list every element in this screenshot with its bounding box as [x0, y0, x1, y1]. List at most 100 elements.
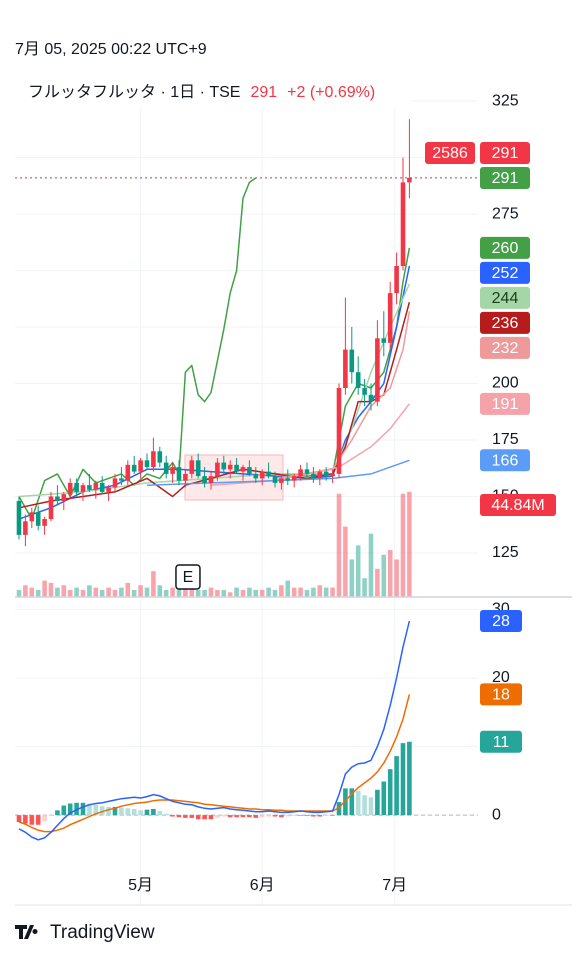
volume-bar	[138, 585, 143, 597]
histogram-bar	[253, 815, 259, 818]
volume-bar	[407, 491, 412, 597]
candle-body	[74, 482, 79, 492]
histogram-bar	[170, 815, 175, 817]
histogram-bar	[215, 815, 220, 818]
histogram-bar	[336, 802, 342, 816]
volume-bar	[29, 587, 35, 597]
volume-bar	[227, 592, 233, 597]
histogram-bar	[67, 803, 73, 816]
y-tick-label: 175	[492, 431, 519, 448]
line-badge: 244	[492, 290, 519, 307]
volume-bar	[157, 585, 163, 597]
volume-bar	[279, 585, 284, 597]
volume-bar	[355, 545, 361, 597]
candle-body	[330, 473, 335, 477]
volume-bar	[183, 585, 188, 597]
histogram-bar	[355, 791, 361, 816]
histogram-bar	[55, 810, 60, 816]
histogram-bar	[227, 815, 233, 818]
histogram-bar	[266, 815, 271, 817]
volume-bar	[311, 587, 316, 597]
histogram-bar	[189, 815, 195, 818]
volume-bar	[221, 589, 227, 597]
histogram-bar	[375, 789, 380, 816]
volume-bar	[336, 493, 342, 597]
candle-body	[93, 482, 99, 490]
candle-body	[106, 487, 111, 492]
histogram-bar	[99, 806, 105, 816]
line-badge: 166	[492, 453, 519, 470]
histogram-bar	[304, 815, 310, 816]
histogram-bar	[48, 815, 54, 816]
volume-bar	[400, 493, 406, 597]
candle-body	[48, 496, 54, 520]
histogram-bar	[119, 807, 124, 816]
last-price-badge: 291	[492, 145, 519, 162]
candle-body	[29, 512, 35, 522]
candle-body	[311, 473, 316, 479]
line-badge: 191	[492, 396, 519, 413]
candle-body	[266, 471, 271, 477]
macd-badge: 18	[492, 687, 510, 704]
histogram-bar	[42, 815, 47, 822]
histogram-bar	[311, 815, 316, 817]
line-badge-bg	[480, 311, 530, 334]
candle-body	[323, 471, 329, 477]
volume-bar	[144, 587, 150, 597]
volume-bar	[35, 589, 41, 597]
volume-bar	[298, 587, 303, 597]
histogram-bar	[112, 806, 118, 816]
volume-bar	[285, 580, 291, 597]
line-badge: 236	[492, 315, 519, 332]
candle-body	[215, 462, 220, 477]
histogram-bar	[80, 802, 86, 816]
volume-bar	[208, 587, 214, 597]
volume-bar	[106, 587, 111, 597]
histogram-bar	[93, 804, 99, 816]
volume-bar	[253, 589, 259, 597]
histogram-bar	[183, 815, 188, 818]
candle-body	[291, 476, 297, 481]
price-badges: 2586 291 291 260 252 244 236 232 191 166 44.84M 28 1…	[425, 142, 556, 753]
candle-body	[349, 349, 355, 373]
volume-bar	[93, 587, 99, 597]
volume-badge-bg	[480, 494, 556, 516]
event-label: E	[183, 569, 194, 586]
legend-price: 291	[250, 84, 277, 101]
code-badge-bg	[425, 142, 475, 164]
volume-bar	[291, 587, 297, 597]
histogram-bar	[317, 815, 323, 817]
line-badge-bg	[480, 167, 530, 189]
candle-body	[355, 372, 361, 389]
macd-line	[18, 620, 411, 841]
volume-bar	[55, 587, 60, 597]
histogram-bar	[29, 815, 35, 825]
volume-bar	[163, 589, 169, 597]
candle-body	[170, 467, 175, 474]
candle-body	[304, 469, 310, 474]
volume	[16, 491, 412, 597]
histogram-bar	[247, 815, 252, 818]
histogram-bar	[291, 815, 297, 816]
logo-mark	[15, 925, 38, 939]
histogram-bar	[240, 815, 246, 818]
line-badge-bg	[480, 392, 530, 415]
volume-bar	[323, 587, 329, 597]
histogram-bar	[23, 815, 28, 824]
y-tick-label: 20	[492, 669, 510, 686]
candle-body	[407, 177, 412, 183]
volume-bar	[375, 568, 380, 597]
volume-bar	[74, 587, 79, 597]
volume-bar	[259, 589, 265, 597]
candle-body	[112, 478, 118, 488]
candle-body	[253, 473, 259, 479]
histogram-bar	[285, 815, 291, 817]
candle-body	[131, 464, 137, 472]
histogram-bar	[221, 815, 227, 817]
signal-line	[18, 694, 411, 833]
candle-body	[247, 467, 252, 474]
histogram-bar	[259, 815, 265, 818]
y-tick-label: 200	[492, 375, 519, 392]
candle-body	[279, 478, 284, 483]
histogram-bar	[272, 815, 278, 817]
